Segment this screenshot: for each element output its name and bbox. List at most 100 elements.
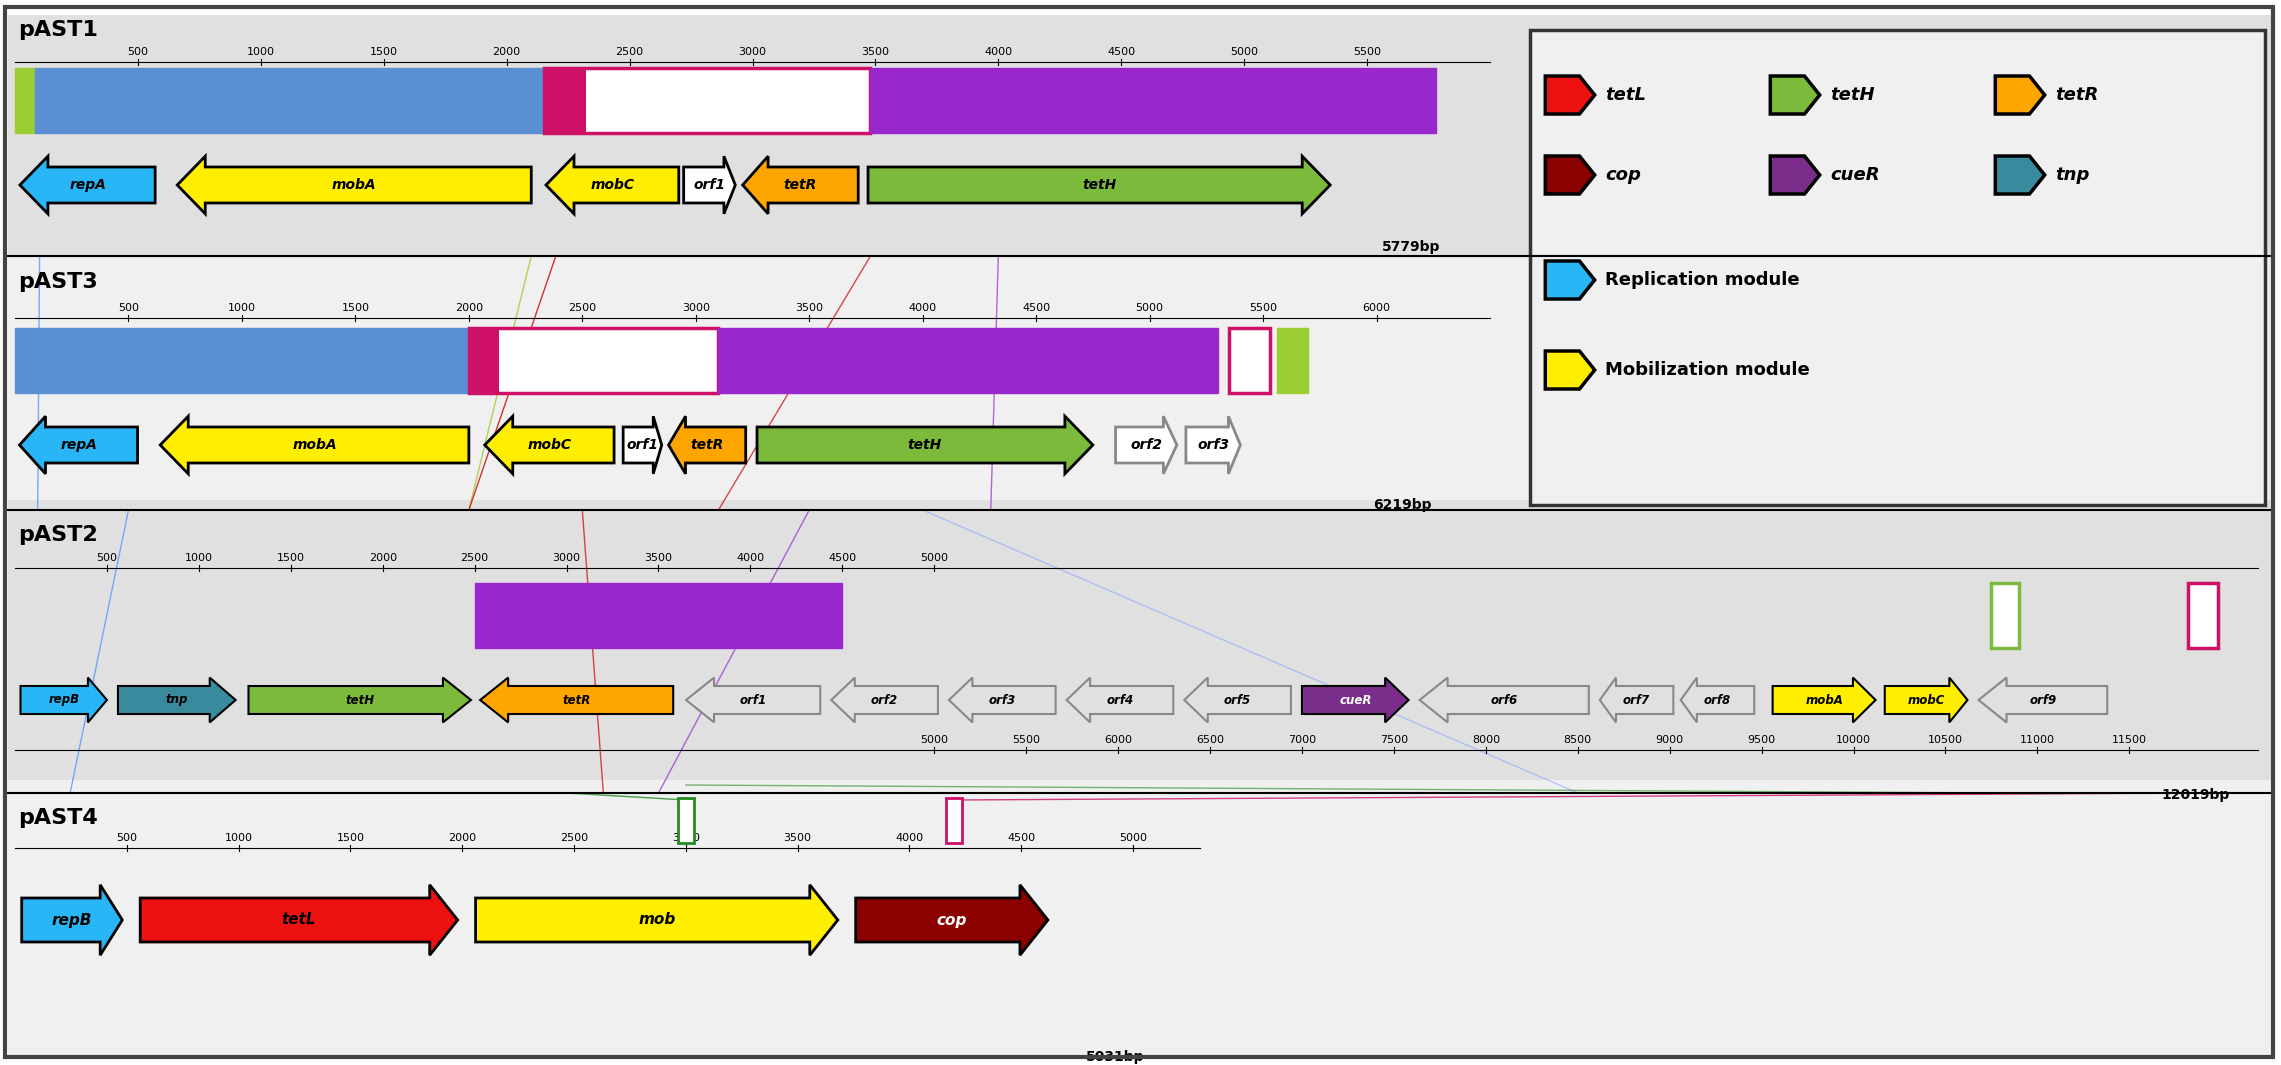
Text: 5500: 5500 (1353, 47, 1380, 58)
Polygon shape (949, 677, 1056, 722)
Text: tnp: tnp (167, 693, 187, 706)
Polygon shape (757, 416, 1093, 474)
Text: orf1: orf1 (693, 178, 725, 192)
Text: 3500: 3500 (785, 833, 812, 843)
Bar (474, 583, 842, 648)
Polygon shape (1419, 677, 1590, 722)
Bar (16, 67, 34, 132)
Text: 5000: 5000 (919, 735, 949, 745)
Text: orf9: orf9 (2030, 693, 2057, 706)
Text: 4000: 4000 (737, 553, 764, 563)
Text: tetL: tetL (281, 913, 317, 928)
Text: mobA: mobA (333, 178, 376, 192)
Polygon shape (1770, 76, 1820, 114)
Polygon shape (479, 677, 673, 722)
Polygon shape (1544, 351, 1594, 389)
Polygon shape (178, 157, 531, 214)
Bar (1991, 583, 2019, 648)
Text: tetH: tetH (344, 693, 374, 706)
Text: 1000: 1000 (246, 47, 274, 58)
Polygon shape (1772, 677, 1875, 722)
Text: mob: mob (639, 913, 675, 928)
Text: mobC: mobC (527, 438, 573, 452)
Polygon shape (21, 416, 137, 474)
Text: orf7: orf7 (1624, 693, 1649, 706)
Polygon shape (1115, 416, 1177, 474)
Text: 3000: 3000 (673, 833, 700, 843)
Text: 2000: 2000 (447, 833, 477, 843)
Polygon shape (1544, 76, 1594, 114)
Polygon shape (119, 677, 235, 722)
Text: cueR: cueR (1339, 693, 1371, 706)
Text: 1000: 1000 (185, 553, 212, 563)
Text: tetH: tetH (1081, 178, 1115, 192)
Text: 1500: 1500 (335, 833, 365, 843)
Bar (9, 15, 2272, 255)
Text: orf1: orf1 (627, 438, 659, 452)
Polygon shape (21, 677, 107, 722)
Polygon shape (1186, 416, 1241, 474)
Text: 6000: 6000 (1362, 304, 1391, 313)
Polygon shape (855, 885, 1047, 955)
Text: 4500: 4500 (1008, 833, 1036, 843)
Text: orf3: orf3 (988, 693, 1015, 706)
Text: tetR: tetR (563, 693, 591, 706)
Text: 3000: 3000 (739, 47, 766, 58)
Polygon shape (1996, 76, 2044, 114)
Text: 5031bp: 5031bp (1086, 1050, 1145, 1064)
Text: 7500: 7500 (1380, 735, 1407, 745)
Bar (9, 780, 2272, 1055)
Text: tetH: tetH (908, 438, 942, 452)
Text: 12019bp: 12019bp (2162, 788, 2231, 802)
Bar (470, 328, 500, 393)
Text: 500: 500 (116, 833, 137, 843)
Bar (16, 328, 470, 393)
Polygon shape (139, 885, 458, 955)
Text: 4000: 4000 (985, 47, 1013, 58)
Polygon shape (486, 416, 614, 474)
Polygon shape (1884, 677, 1969, 722)
Polygon shape (1681, 677, 1754, 722)
Text: mobA: mobA (292, 438, 338, 452)
Text: orf6: orf6 (1492, 693, 1517, 706)
Text: pAST2: pAST2 (18, 525, 98, 545)
Text: 3500: 3500 (646, 553, 673, 563)
Text: 5000: 5000 (1229, 47, 1259, 58)
Text: orf5: orf5 (1225, 693, 1252, 706)
Text: 2500: 2500 (616, 47, 643, 58)
Text: 500: 500 (96, 553, 116, 563)
Text: 11000: 11000 (2021, 735, 2055, 745)
Bar (543, 67, 871, 132)
Text: 2000: 2000 (370, 553, 397, 563)
Text: mobC: mobC (1907, 693, 1946, 706)
Text: tetR: tetR (2055, 86, 2099, 104)
Text: 4500: 4500 (1106, 47, 1136, 58)
Text: mobC: mobC (591, 178, 634, 192)
Text: tetH: tetH (1829, 86, 1875, 104)
Text: 500: 500 (128, 47, 148, 58)
Text: tetL: tetL (1606, 86, 1647, 104)
Text: 4500: 4500 (1022, 304, 1049, 313)
Polygon shape (21, 157, 155, 214)
Text: 5000: 5000 (1120, 833, 1147, 843)
Text: 1000: 1000 (224, 833, 253, 843)
Text: 9500: 9500 (1747, 735, 1775, 745)
Text: 2500: 2500 (461, 553, 488, 563)
Text: 1500: 1500 (370, 47, 397, 58)
Text: 1500: 1500 (276, 553, 306, 563)
Polygon shape (1544, 155, 1594, 194)
Text: 3500: 3500 (796, 304, 823, 313)
Text: 5779bp: 5779bp (1382, 240, 1442, 253)
Text: orf4: orf4 (1106, 693, 1134, 706)
Polygon shape (668, 416, 746, 474)
Text: 6219bp: 6219bp (1373, 498, 1430, 512)
Text: 6000: 6000 (1104, 735, 1131, 745)
Text: 2500: 2500 (559, 833, 588, 843)
Bar (9, 255, 2272, 499)
Text: repB: repB (48, 693, 80, 706)
Bar (470, 328, 719, 393)
Polygon shape (23, 885, 123, 955)
Text: 11500: 11500 (2112, 735, 2146, 745)
Text: mobA: mobA (1804, 693, 1843, 706)
Polygon shape (1996, 155, 2044, 194)
